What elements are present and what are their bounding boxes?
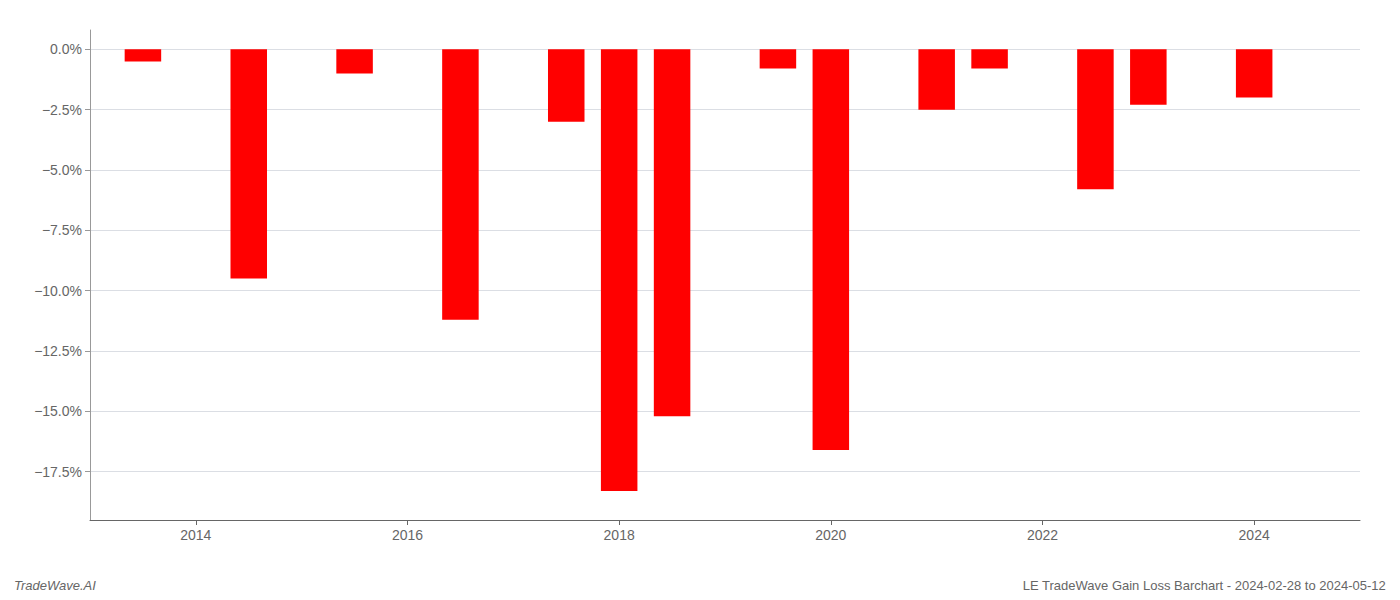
- svg-text:2016: 2016: [392, 527, 423, 543]
- svg-text:−12.5%: −12.5%: [34, 343, 82, 359]
- svg-text:2018: 2018: [604, 527, 635, 543]
- svg-text:−10.0%: −10.0%: [34, 283, 82, 299]
- svg-text:2014: 2014: [180, 527, 211, 543]
- svg-text:LE TradeWave Gain Loss Barchar: LE TradeWave Gain Loss Barchart - 2024-0…: [1023, 578, 1386, 593]
- svg-text:−2.5%: −2.5%: [42, 102, 82, 118]
- svg-text:2024: 2024: [1239, 527, 1270, 543]
- svg-text:−7.5%: −7.5%: [42, 222, 82, 238]
- svg-text:−5.0%: −5.0%: [42, 162, 82, 178]
- svg-text:2022: 2022: [1027, 527, 1058, 543]
- svg-text:2020: 2020: [815, 527, 846, 543]
- svg-text:−17.5%: −17.5%: [34, 464, 82, 480]
- svg-text:−15.0%: −15.0%: [34, 403, 82, 419]
- svg-text:TradeWave.AI: TradeWave.AI: [14, 578, 96, 593]
- svg-text:0.0%: 0.0%: [50, 41, 82, 57]
